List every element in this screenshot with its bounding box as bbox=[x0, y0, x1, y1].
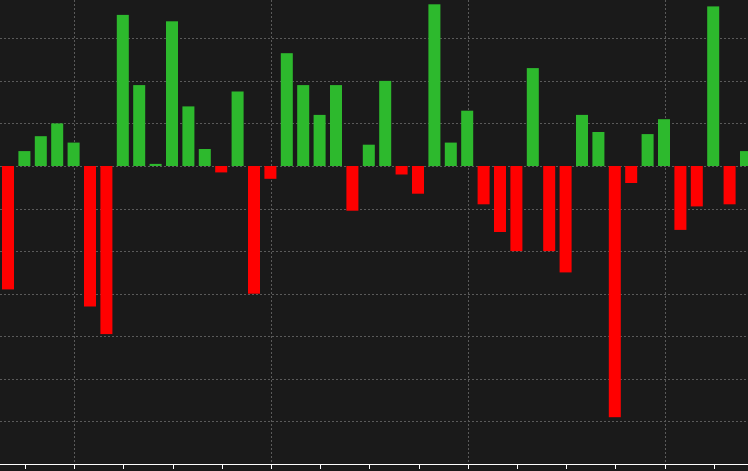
bar bbox=[330, 85, 342, 166]
bar bbox=[526, 68, 539, 166]
bar bbox=[182, 106, 195, 166]
bar bbox=[379, 80, 392, 166]
bar bbox=[248, 166, 260, 294]
bars bbox=[2, 4, 748, 418]
bar bbox=[625, 166, 638, 183]
bar bbox=[723, 166, 736, 205]
bar bbox=[690, 166, 703, 207]
x-axis bbox=[0, 464, 748, 469]
bar bbox=[658, 119, 670, 166]
bar bbox=[461, 110, 474, 166]
bar bbox=[362, 144, 375, 166]
bar bbox=[231, 91, 244, 166]
bar bbox=[674, 166, 687, 230]
bar bbox=[740, 151, 748, 166]
bar bbox=[116, 14, 129, 167]
bar bbox=[18, 151, 31, 166]
bar bbox=[592, 132, 605, 167]
bar bbox=[346, 166, 359, 211]
bar bbox=[166, 21, 178, 166]
bar bbox=[608, 166, 621, 418]
bar bbox=[559, 166, 572, 273]
bar bbox=[51, 123, 64, 166]
bar bbox=[444, 142, 457, 166]
bar bbox=[84, 166, 96, 307]
bar bbox=[215, 166, 228, 173]
bar bbox=[100, 166, 113, 335]
bar bbox=[264, 166, 277, 179]
bar bbox=[280, 53, 293, 167]
bar bbox=[477, 166, 490, 205]
bar bbox=[543, 166, 556, 252]
bar bbox=[67, 142, 80, 166]
bar bbox=[412, 166, 424, 194]
bar bbox=[149, 163, 162, 166]
bar bbox=[641, 134, 654, 166]
bar bbox=[395, 166, 408, 175]
bar bbox=[2, 166, 14, 290]
bar bbox=[297, 85, 310, 166]
bar bbox=[510, 166, 523, 252]
bar bbox=[707, 6, 720, 167]
bar bbox=[313, 114, 326, 166]
bar bbox=[576, 114, 588, 166]
bar bbox=[428, 4, 441, 167]
bar bbox=[198, 149, 211, 166]
bar bbox=[494, 166, 506, 232]
bar bbox=[133, 85, 146, 166]
bar bbox=[34, 136, 47, 166]
